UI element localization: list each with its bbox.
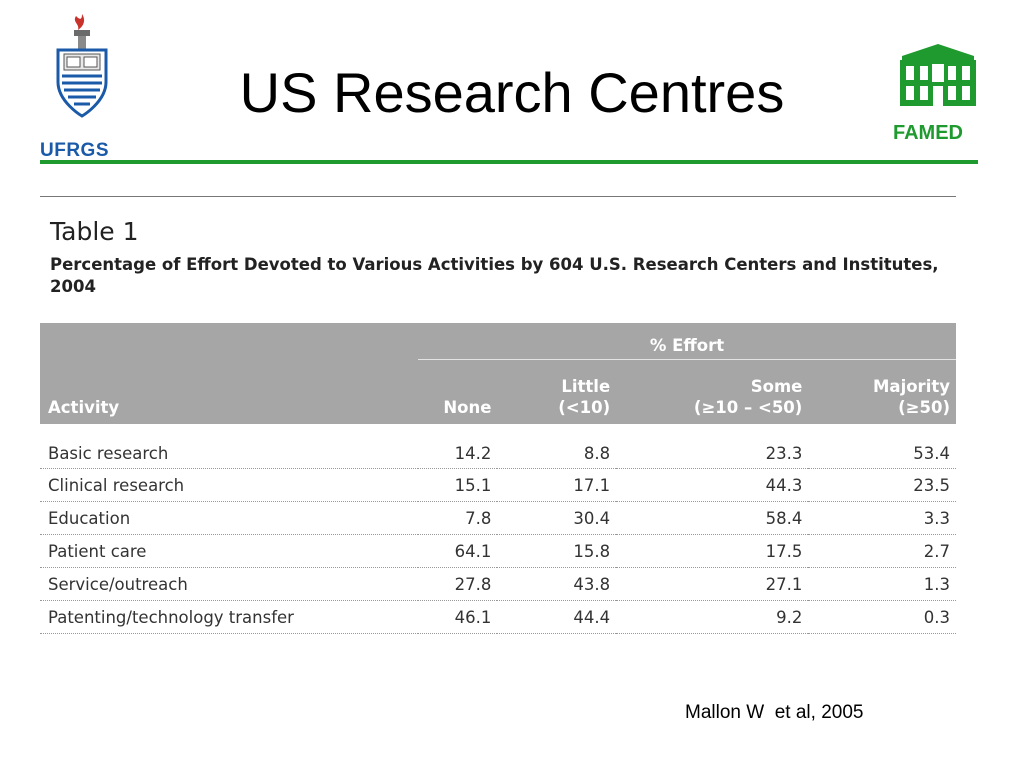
effort-group-header: % Effort <box>417 323 956 360</box>
cell-majority: 0.3 <box>808 600 956 634</box>
cell-activity: Clinical research <box>40 468 418 502</box>
table-caption: Percentage of Effort Devoted to Various … <box>50 255 939 296</box>
cell-little: 8.8 <box>497 424 617 469</box>
cell-majority: 3.3 <box>808 501 956 535</box>
cell-activity: Basic research <box>40 424 418 469</box>
table-label: Table 1 <box>50 217 139 246</box>
column-header-line1: Some <box>750 377 803 396</box>
table-row: Patient care 64.1 15.8 17.5 2.7 <box>40 534 956 568</box>
famed-logo: FAMED <box>893 42 988 147</box>
cell-activity: Service/outreach <box>40 567 418 601</box>
cell-activity: Patenting/technology transfer <box>40 600 418 634</box>
cell-some: 58.4 <box>616 501 809 535</box>
column-header-line2: None <box>443 398 492 417</box>
group-header-spacer <box>40 323 418 360</box>
cell-none: 15.1 <box>417 468 498 502</box>
cell-some: 9.2 <box>616 600 809 634</box>
slide-title: US Research Centres <box>239 61 785 124</box>
column-header-activity: Activity <box>40 359 418 424</box>
cell-activity: Education <box>40 501 418 535</box>
column-header-line2: (≥10 – <50) <box>693 398 803 417</box>
famed-logo-text: FAMED <box>893 122 963 144</box>
cell-none: 64.1 <box>417 534 498 568</box>
table-figure: Table 1 Percentage of Effort Devoted to … <box>40 196 956 634</box>
title-divider <box>40 160 978 164</box>
cell-little: 30.4 <box>497 501 617 535</box>
cell-none: 46.1 <box>417 600 498 634</box>
cell-little: 43.8 <box>497 567 617 601</box>
column-header-line2: Activity <box>48 398 120 417</box>
column-header-line2: (<10) <box>558 398 611 417</box>
cell-some: 23.3 <box>616 424 809 469</box>
table-row: Patenting/technology transfer 46.1 44.4 … <box>40 600 956 634</box>
cell-none: 7.8 <box>417 501 498 535</box>
table-row: Basic research 14.2 8.8 23.3 53.4 <box>40 424 956 469</box>
column-header-line1: Majority <box>873 377 950 396</box>
cell-none: 27.8 <box>417 567 498 601</box>
ufrgs-logo: UFRGS <box>40 12 130 161</box>
cell-majority: 53.4 <box>808 424 956 469</box>
ufrgs-logo-text: UFRGS <box>40 140 109 161</box>
column-header-some: Some (≥10 – <50) <box>616 359 809 424</box>
table-row: Education 7.8 30.4 58.4 3.3 <box>40 501 956 535</box>
cell-activity: Patient care <box>40 534 418 568</box>
cell-little: 17.1 <box>497 468 617 502</box>
cell-majority: 23.5 <box>808 468 956 502</box>
cell-little: 15.8 <box>497 534 617 568</box>
cell-some: 44.3 <box>616 468 809 502</box>
table-row: Service/outreach 27.8 43.8 27.1 1.3 <box>40 567 956 601</box>
column-header-none: None <box>417 359 498 424</box>
cell-majority: 1.3 <box>808 567 956 601</box>
famed-building-icon <box>900 44 976 106</box>
column-header-majority: Majority (≥50) <box>808 359 956 424</box>
cell-some: 17.5 <box>616 534 809 568</box>
column-header-line2: (≥50) <box>898 398 950 417</box>
table-group-header-row: % Effort <box>40 323 956 360</box>
table-row: Clinical research 15.1 17.1 44.3 23.5 <box>40 468 956 502</box>
citation: Mallon W et al, 2005 <box>685 702 864 723</box>
table-column-header-row: Activity None Little (<10) Some (≥10 – <50… <box>40 359 956 424</box>
table-top-rule <box>40 196 956 197</box>
cell-none: 14.2 <box>417 424 498 469</box>
column-header-little: Little (<10) <box>497 359 617 424</box>
ufrgs-crest-icon <box>56 14 108 118</box>
cell-some: 27.1 <box>616 567 809 601</box>
cell-majority: 2.7 <box>808 534 956 568</box>
column-header-line1: Little <box>561 377 611 396</box>
effort-table: % Effort Activity None Little (<10) Some (… <box>40 323 956 634</box>
cell-little: 44.4 <box>497 600 617 634</box>
